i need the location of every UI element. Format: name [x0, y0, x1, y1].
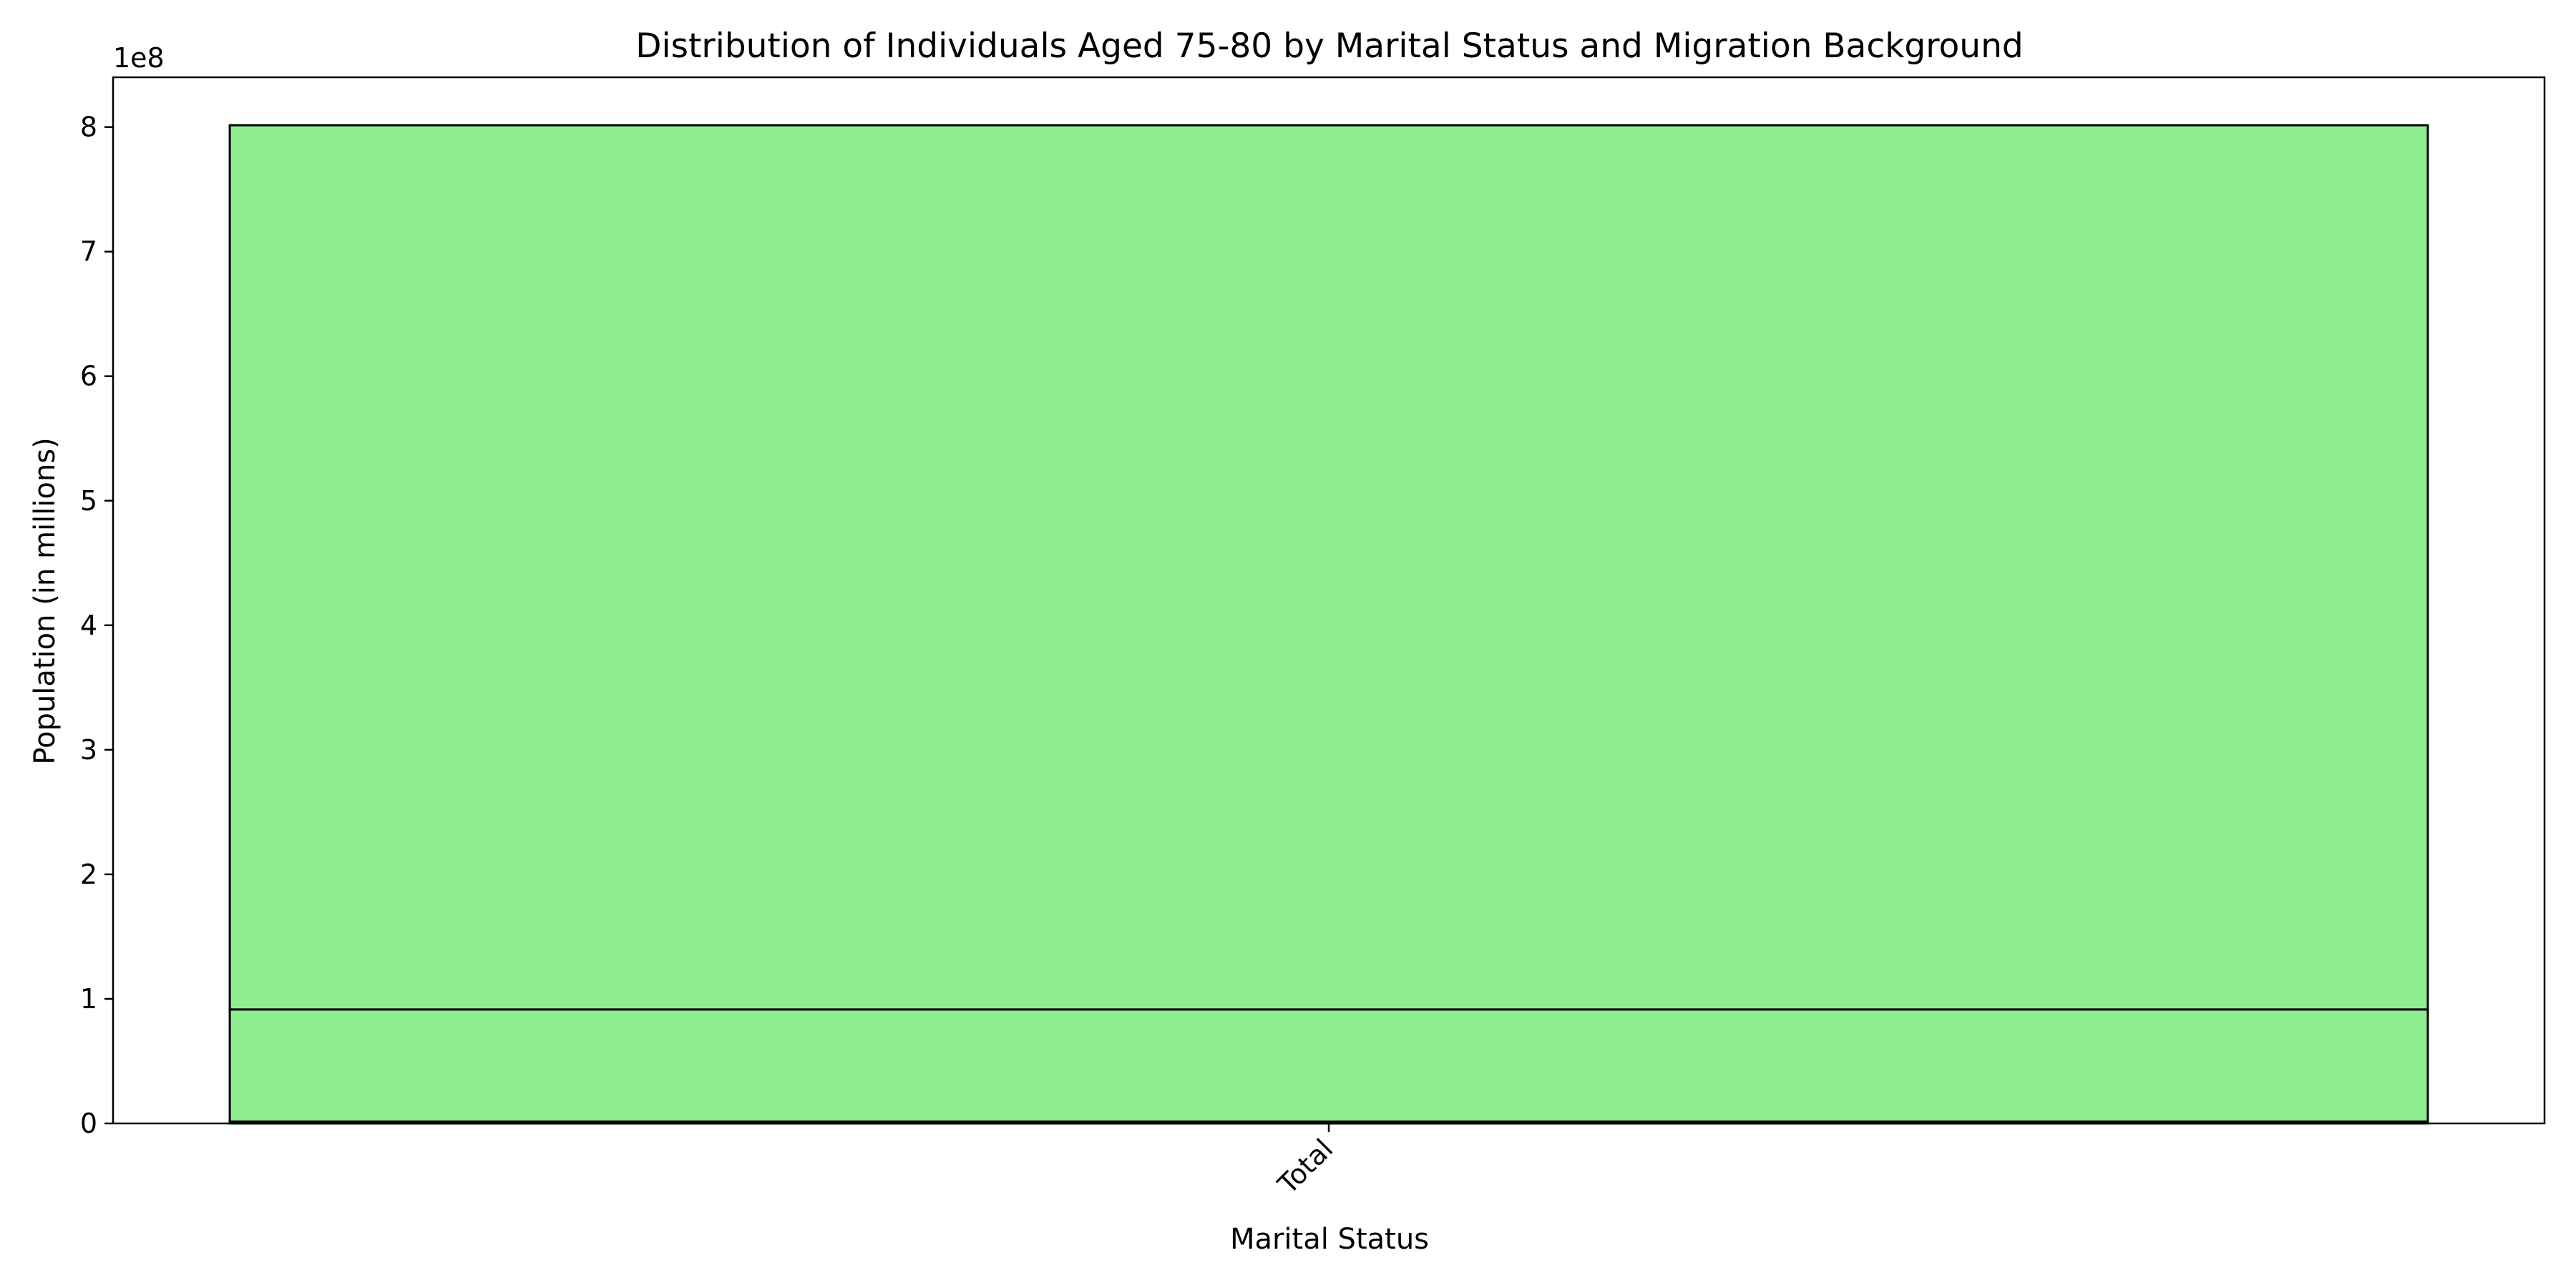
y-tick-label: 3	[80, 734, 97, 766]
chart-title: Distribution of Individuals Aged 75-80 b…	[635, 26, 2023, 66]
y-axis-title: Population (in millions)	[29, 437, 62, 764]
y-tick-label: 8	[80, 112, 97, 143]
y-tick-label: 6	[80, 361, 97, 392]
x-axis-title: Marital Status	[1230, 1223, 1429, 1256]
plot-frame	[112, 76, 2546, 1125]
y-tick-label: 1	[80, 983, 97, 1015]
y-tick-label: 5	[80, 485, 97, 517]
bar-segment-total-2	[228, 1008, 2429, 1123]
y-tick-label: 4	[80, 610, 97, 641]
bars-layer	[228, 124, 2429, 1125]
y-axis-offset-label: 1e8	[113, 42, 165, 74]
x-tick-label: Total	[1272, 1133, 1340, 1201]
y-tick-label: 7	[80, 236, 97, 268]
bar-segment-total-3	[228, 124, 2429, 1011]
y-tick-label: 0	[80, 1108, 97, 1139]
y-tick-label: 2	[80, 859, 97, 890]
